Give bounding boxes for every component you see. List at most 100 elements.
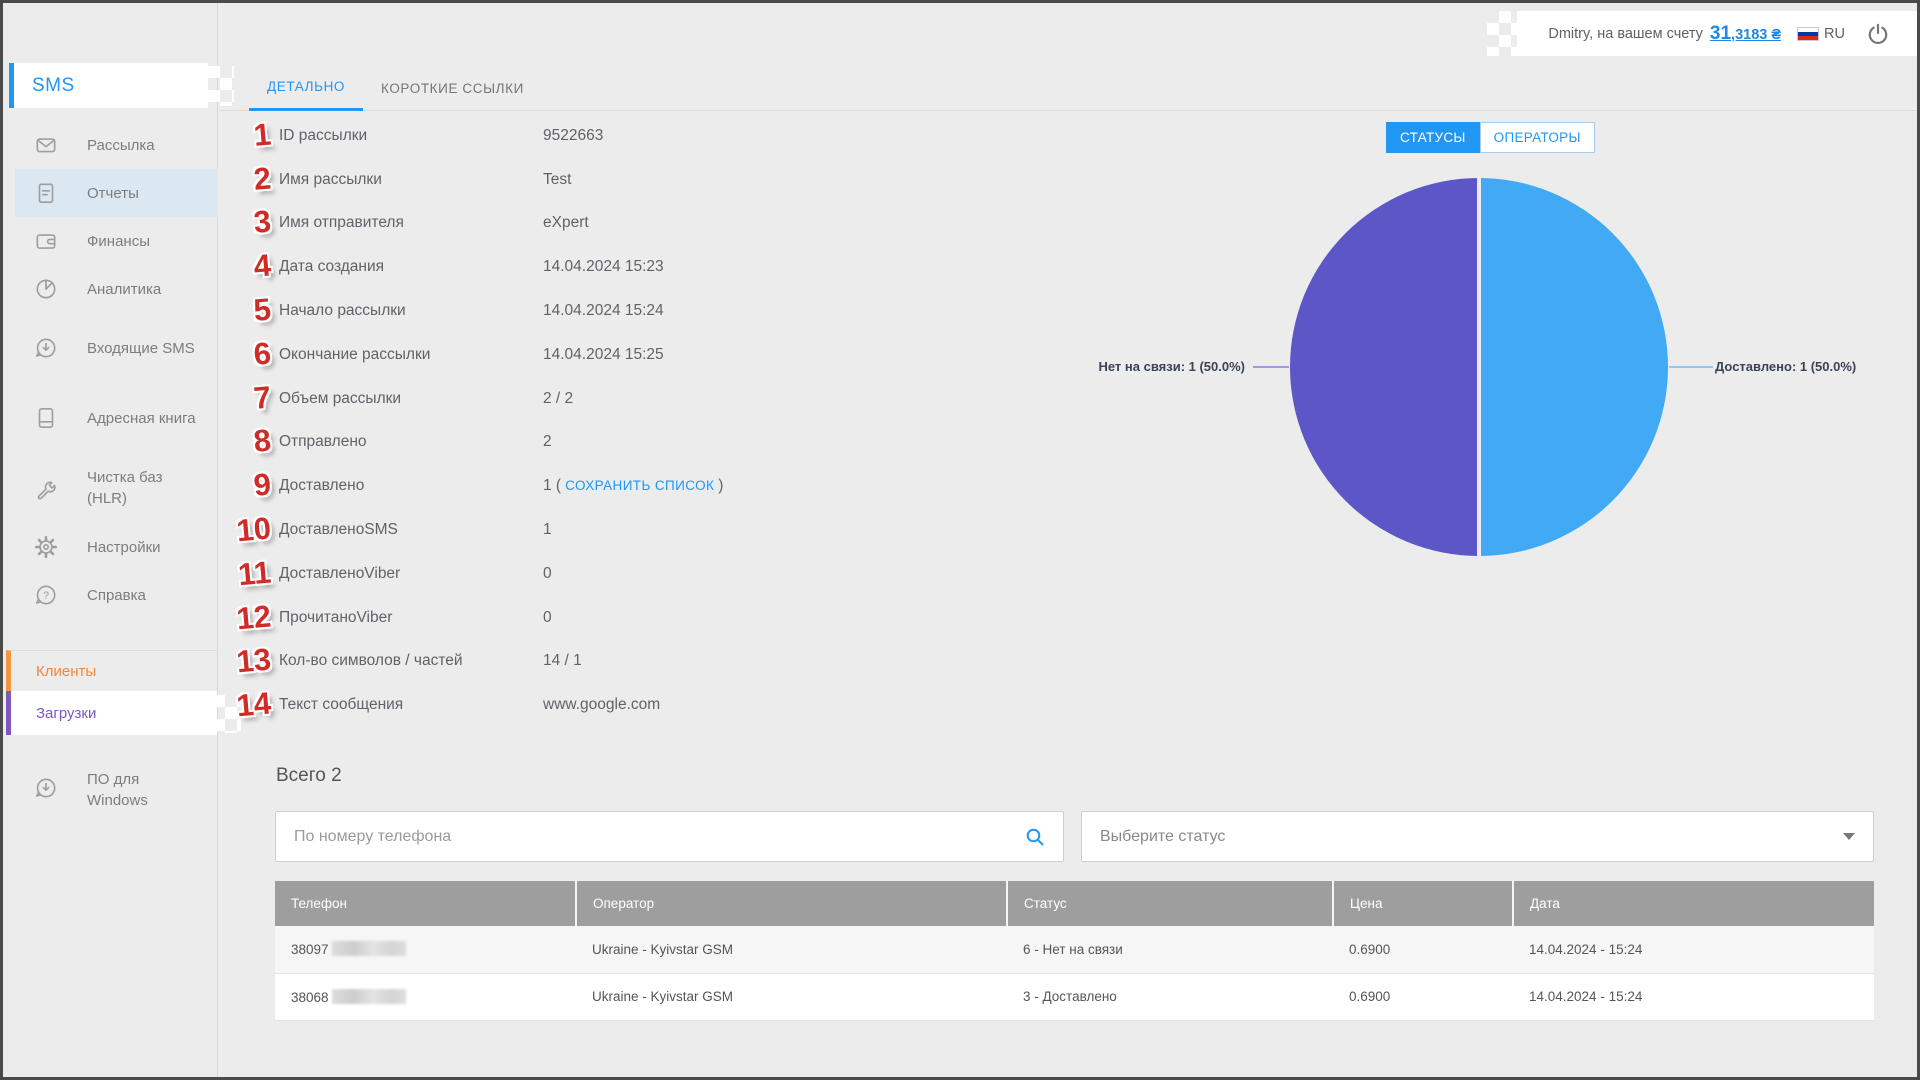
detail-row: 1 ID рассылки 9522663 bbox=[231, 114, 851, 158]
col-phone: Телефон bbox=[275, 881, 577, 926]
col-operator: Оператор bbox=[576, 881, 1008, 926]
table-row: 38097 Ukraine - Kyivstar GSM 6 - Нет на … bbox=[275, 926, 1874, 974]
pie-slice-divider bbox=[1477, 178, 1481, 556]
sidebar-item-po-windows[interactable]: ПО для Windows bbox=[15, 755, 218, 825]
sidebar-item-nastroyki[interactable]: Настройки bbox=[15, 523, 218, 571]
sidebar-item-otchety[interactable]: Отчеты bbox=[15, 169, 218, 217]
status-select[interactable]: Выберите статус bbox=[1081, 811, 1874, 862]
detail-row: 7 Объем рассылки 2 / 2 bbox=[231, 377, 851, 421]
detail-label: Дата создания bbox=[279, 258, 385, 276]
operators-button[interactable]: ОПЕРАТОРЫ bbox=[1479, 122, 1595, 153]
phone-search-input[interactable] bbox=[276, 827, 1023, 846]
sidebar-item-label: Финансы bbox=[87, 232, 150, 250]
pie-callout-line-left bbox=[1253, 366, 1289, 368]
sidebar-section-sms[interactable]: SMS bbox=[9, 63, 234, 108]
envelope-icon bbox=[33, 132, 61, 158]
sidebar-item-label: Рассылка bbox=[87, 136, 155, 154]
balance-link[interactable]: 31,3183 ₴ bbox=[1710, 23, 1781, 45]
sidebar-item-spravka[interactable]: ? Справка bbox=[15, 571, 218, 619]
sidebar-item-label: Справка bbox=[87, 586, 146, 604]
table-header-row: Телефон Оператор Статус Цена Дата bbox=[275, 881, 1874, 926]
detail-value: 0 bbox=[543, 564, 552, 582]
sidebar-item-rassylka[interactable]: Рассылка bbox=[15, 121, 218, 169]
detail-value: 14.04.2024 15:24 bbox=[543, 302, 664, 320]
detail-row: 9 Доставлено 1 (СОХРАНИТЬ СПИСОК) bbox=[231, 464, 851, 508]
detail-value: 1 bbox=[543, 521, 552, 539]
wrench-icon bbox=[33, 475, 61, 501]
detail-label: Отправлено bbox=[279, 433, 367, 451]
detail-value: 14.04.2024 15:25 bbox=[543, 345, 664, 363]
annotation-number: 3 bbox=[252, 203, 273, 241]
sidebar-item-label: Загрузки bbox=[36, 704, 97, 722]
detail-value: eXpert bbox=[543, 214, 589, 232]
sidebar-item-chistka-baz-hlr[interactable]: Чистка баз (HLR) bbox=[15, 453, 218, 523]
results-total: Всего 2 bbox=[276, 765, 342, 786]
sidebar-item-label: Отчеты bbox=[87, 184, 139, 202]
redacted-phone bbox=[331, 988, 406, 1004]
language-switcher[interactable]: RU bbox=[1824, 25, 1845, 42]
phone-prefix: 38068 bbox=[291, 989, 329, 1005]
tab-korotkie-ssylki[interactable]: КОРОТКИЕ ССЫЛКИ bbox=[381, 80, 524, 96]
tab-detailno[interactable]: ДЕТАЛЬНО bbox=[249, 65, 364, 111]
annotation-number: 4 bbox=[252, 247, 273, 285]
tab-bar: ДЕТАЛЬНО КОРОТКИЕ ССЫЛКИ bbox=[249, 65, 542, 111]
sidebar-item-analitika[interactable]: Аналитика bbox=[15, 265, 218, 313]
chevron-down-icon bbox=[1843, 833, 1855, 840]
cell-price: 0.6900 bbox=[1333, 973, 1513, 1021]
help-icon: ? bbox=[33, 582, 61, 608]
sidebar-item-vhodyashchie-sms[interactable]: Входящие SMS bbox=[15, 313, 218, 383]
gear-icon bbox=[33, 534, 61, 560]
detail-label: ДоставленоSMS bbox=[279, 521, 398, 539]
sidebar-section-title: SMS bbox=[32, 74, 75, 96]
detail-value: 2 bbox=[543, 433, 552, 451]
chart-toggle: СТАТУСЫ ОПЕРАТОРЫ bbox=[1386, 122, 1595, 153]
balance-whole: 31 bbox=[1709, 22, 1732, 44]
detail-label: Доставлено bbox=[279, 477, 365, 495]
detail-label: Начало рассылки bbox=[279, 302, 406, 320]
detail-value: Test bbox=[543, 170, 572, 188]
detail-value: 9522663 bbox=[543, 126, 604, 144]
sidebar-item-adresnaya-kniga[interactable]: Адресная книга bbox=[15, 383, 218, 453]
detail-label: ДоставленоViber bbox=[279, 564, 401, 582]
cell-status: 3 - Доставлено bbox=[1007, 973, 1333, 1021]
statuses-button[interactable]: СТАТУСЫ bbox=[1386, 122, 1480, 153]
col-status: Статус bbox=[1007, 881, 1334, 926]
report-icon bbox=[33, 180, 61, 206]
sidebar-item-label: Входящие SMS bbox=[87, 339, 195, 357]
sidebar-item-label: Клиенты bbox=[36, 662, 97, 680]
detail-label: Текст сообщения bbox=[279, 696, 404, 714]
cell-operator: Ukraine - Kyivstar GSM bbox=[576, 973, 1007, 1021]
save-list-link[interactable]: СОХРАНИТЬ СПИСОК bbox=[565, 478, 715, 494]
annotation-number: 2 bbox=[252, 160, 273, 197]
russia-flag-icon bbox=[1797, 26, 1820, 41]
detail-row: 11 ДоставленоViber 0 bbox=[231, 552, 851, 596]
table-row: 38068 Ukraine - Kyivstar GSM 3 - Доставл… bbox=[275, 973, 1874, 1021]
detail-label: Имя отправителя bbox=[279, 214, 404, 232]
paren-close: ) bbox=[718, 477, 724, 495]
detail-value: www.google.com bbox=[543, 696, 661, 714]
annotation-number: 5 bbox=[252, 291, 273, 328]
annotation-number: 8 bbox=[252, 422, 273, 460]
search-icon[interactable] bbox=[1023, 825, 1047, 849]
detail-label: Кол-во символов / частей bbox=[279, 652, 463, 670]
detail-label: ID рассылки bbox=[279, 126, 368, 144]
detail-label: Окончание рассылки bbox=[279, 345, 431, 363]
phone-prefix: 38097 bbox=[291, 942, 329, 958]
col-price: Цена bbox=[1333, 881, 1514, 926]
logout-power-icon[interactable] bbox=[1865, 21, 1891, 47]
sidebar-item-downloads[interactable]: Загрузки bbox=[6, 691, 241, 735]
campaign-details: 1 ID рассылки 9522663 2 Имя рассылки Tes… bbox=[231, 114, 851, 727]
balance-fraction: ,3183 ₴ bbox=[1731, 26, 1782, 43]
delivered-count: 1 ( bbox=[543, 477, 562, 495]
detail-value: 2 / 2 bbox=[543, 389, 574, 407]
annotation-number: 11 bbox=[236, 554, 273, 593]
redacted-phone bbox=[331, 941, 406, 957]
sidebar-item-clients[interactable]: Клиенты bbox=[6, 650, 217, 691]
sidebar-item-label: Адресная книга bbox=[87, 409, 196, 427]
cell-phone: 38097 bbox=[275, 926, 576, 974]
sidebar-item-label: ПО для Windows bbox=[87, 771, 148, 809]
sidebar-item-finansy[interactable]: Финансы bbox=[15, 217, 218, 265]
detail-row: 13 Кол-во символов / частей 14 / 1 bbox=[231, 640, 851, 684]
cell-date: 14.04.2024 - 15:24 bbox=[1513, 926, 1874, 974]
